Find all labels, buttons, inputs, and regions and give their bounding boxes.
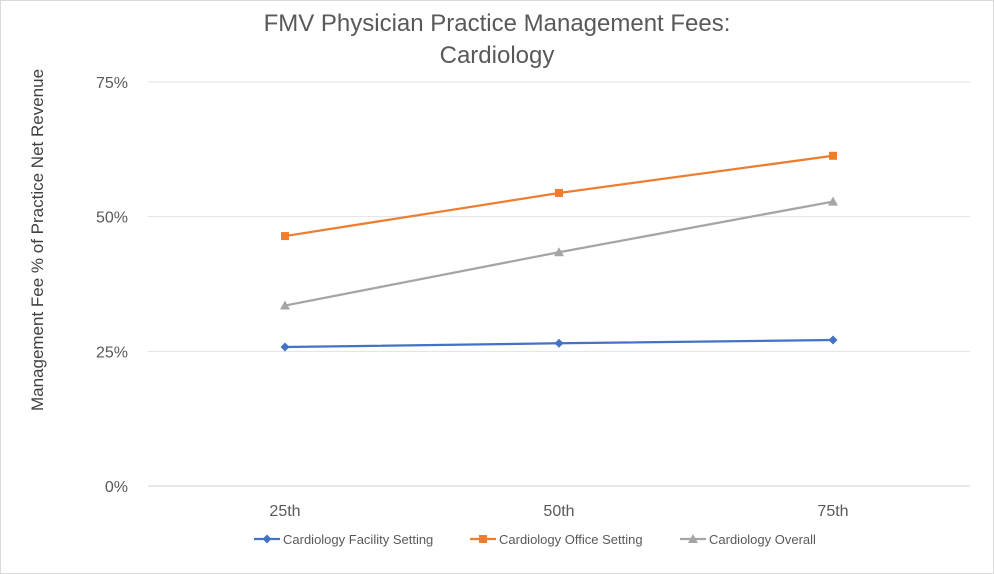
data-point [554, 247, 564, 257]
legend-item: Cardiology Facility Setting [254, 532, 433, 547]
legend-swatch-marker [688, 534, 698, 543]
legend-swatch-marker [262, 534, 272, 544]
series-3 [280, 196, 838, 310]
y-tick-label: 0% [105, 479, 128, 496]
gridlines [148, 81, 970, 487]
legend: Cardiology Facility Setting Cardiology Of… [254, 532, 816, 547]
legend-label: Cardiology Facility Setting [283, 532, 433, 547]
y-tick-label: 75% [96, 75, 128, 92]
data-point [554, 338, 564, 348]
y-axis-ticks: 0% 25% 50% 75% [96, 75, 128, 496]
x-tick-label: 50th [543, 503, 574, 520]
x-tick-label: 25th [269, 503, 300, 520]
chart-title-line-2: Cardiology [439, 42, 555, 69]
data-point [555, 188, 563, 197]
series-1 [280, 335, 838, 352]
data-point [828, 335, 838, 345]
chart-title-line-1: FMV Physician Practice Management Fees: [263, 10, 731, 37]
data-point [280, 300, 290, 310]
series-2 [281, 151, 837, 241]
legend-swatch-marker [479, 535, 487, 543]
data-point [828, 196, 838, 206]
data-point [280, 342, 290, 352]
data-point [281, 232, 289, 241]
legend-item: Cardiology Office Setting [470, 532, 643, 547]
legend-label: Cardiology Overall [709, 532, 816, 547]
legend-label: Cardiology Office Setting [499, 532, 643, 547]
y-tick-label: 50% [96, 210, 128, 227]
x-tick-label: 75th [817, 503, 848, 520]
data-point [829, 151, 837, 160]
series-group [280, 151, 838, 352]
y-tick-label: 25% [96, 344, 128, 361]
x-axis-ticks: 25th 50th 75th [269, 503, 848, 520]
legend-item: Cardiology Overall [680, 532, 816, 547]
